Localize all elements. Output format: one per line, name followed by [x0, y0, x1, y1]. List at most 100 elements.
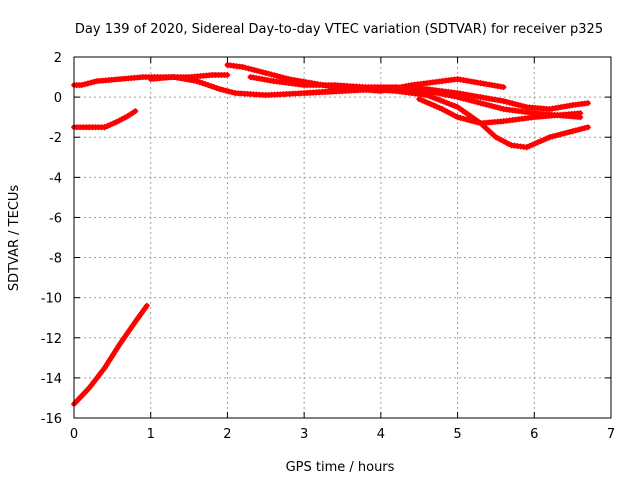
series-track-d-point — [205, 82, 212, 89]
series-track-f-point — [471, 98, 478, 105]
x-tick-label: 6 — [530, 427, 538, 442]
series-track-g-point — [543, 135, 550, 142]
series-track-f-point — [430, 89, 437, 96]
series-track-e-point — [268, 71, 275, 78]
series-track-f-point — [480, 100, 487, 107]
y-axis-label: SDTVAR / TECUs — [7, 185, 22, 292]
series-track-h-point — [471, 118, 478, 125]
series-track-e-point — [463, 77, 470, 84]
series-track-d-point — [558, 104, 565, 111]
series-track-c-point — [143, 302, 150, 309]
series-track-e-point — [245, 65, 252, 72]
series-track-a-point — [87, 79, 94, 86]
series-track-e-point — [259, 69, 266, 76]
y-tick-label: 2 — [54, 51, 62, 66]
series-track-h-point — [446, 110, 453, 117]
series-track-h-point — [419, 97, 426, 104]
series-track-h-point — [460, 115, 467, 122]
series-track-d-point — [509, 100, 516, 107]
series-track-h-point — [449, 111, 456, 118]
series-track-g-point — [537, 137, 544, 144]
series-track-f-point — [497, 105, 504, 112]
y-tick-label: 0 — [54, 91, 62, 106]
series-track-h-point — [439, 106, 446, 113]
series-track-g-point — [500, 138, 507, 145]
series-track-f-point — [448, 92, 455, 99]
series-track-e-point — [454, 76, 461, 83]
y-tick-label: -2 — [49, 131, 62, 146]
series-track-e-point — [457, 76, 464, 83]
series-track-e-point — [489, 82, 496, 89]
series-track-d-point — [474, 93, 481, 100]
series-track-h-point — [454, 114, 461, 121]
series-track-h-point — [433, 103, 440, 110]
series-track-d-point — [491, 96, 498, 103]
series-track-e-point — [254, 67, 261, 74]
series-track-h-point — [577, 114, 584, 121]
x-tick-label: 1 — [147, 427, 155, 442]
series-track-d-point — [566, 102, 573, 109]
series-track-g-point — [446, 100, 453, 107]
series-track-g-point — [423, 92, 430, 99]
series-track-b-point — [110, 120, 117, 127]
series-track-h-point — [457, 114, 464, 121]
x-tick-label: 3 — [300, 427, 308, 442]
series-track-g-point — [581, 124, 588, 131]
series-track-g-point — [540, 136, 547, 143]
series-track-b-point — [132, 108, 139, 115]
series-track-f-point — [474, 99, 481, 106]
series-track-g-point — [535, 139, 542, 146]
series-track-f-point — [483, 101, 490, 108]
series-track-d-point — [182, 76, 189, 83]
series-track-e-point — [277, 73, 284, 80]
series-track-g-point — [451, 103, 458, 110]
series-track-d-point — [503, 98, 510, 105]
series-track-e-point — [477, 80, 484, 87]
series-track-a-point — [224, 72, 231, 79]
tick-layer: 0 1 2 3 4 5 6 7 2 0 -2 -4 -6 -8 -10 -12 -14 -16 — [41, 51, 615, 442]
series-track-g-point — [505, 140, 512, 147]
y-tick-label: -10 — [41, 292, 62, 307]
series-track-b-point — [107, 121, 114, 128]
series-track-e-point — [494, 83, 501, 90]
series-track-d-point — [196, 79, 203, 86]
series-track-f-point — [454, 94, 461, 101]
series-track-g-point — [503, 139, 510, 146]
series-track-h-point — [452, 112, 459, 119]
x-axis-label: GPS time / hours — [286, 460, 395, 475]
series-track-d-point — [466, 92, 473, 99]
series-track-d-point — [179, 75, 186, 82]
series-track-d-point — [216, 86, 223, 93]
y-tick-label: -16 — [41, 412, 62, 427]
series-track-d-point — [477, 94, 484, 101]
series-track-d-point — [563, 103, 570, 110]
series-track-g-point — [443, 99, 450, 106]
series-track-h-point — [416, 96, 423, 103]
series-track-f-point — [494, 104, 501, 111]
series-track-a-point — [90, 78, 97, 85]
series-track-g-point — [575, 126, 582, 133]
series-track-d-point — [229, 89, 236, 96]
series-track-d-point — [193, 78, 200, 85]
chart-title: Day 139 of 2020, Sidereal Day-to-day VTE… — [75, 22, 603, 37]
series-track-e-point — [497, 83, 504, 90]
series-track-h-point — [468, 117, 475, 124]
series-track-h-point — [474, 119, 481, 126]
series-track-f-point — [264, 77, 271, 84]
series-track-e-point — [265, 70, 272, 77]
series-track-d-point — [546, 106, 553, 113]
series-track-g-point — [448, 101, 455, 108]
series-track-e-point — [483, 81, 490, 88]
series-track-g-point — [549, 133, 556, 140]
series-track-g-point — [492, 134, 499, 141]
series-track-e-point — [251, 67, 258, 74]
series-track-g-point — [558, 131, 565, 138]
series-track-f-point — [460, 95, 467, 102]
series-track-g-point — [495, 135, 502, 142]
series-track-d-point — [190, 77, 197, 84]
series-track-e-point — [491, 82, 498, 89]
x-tick-label: 0 — [70, 427, 78, 442]
series-track-e-point — [239, 64, 246, 71]
